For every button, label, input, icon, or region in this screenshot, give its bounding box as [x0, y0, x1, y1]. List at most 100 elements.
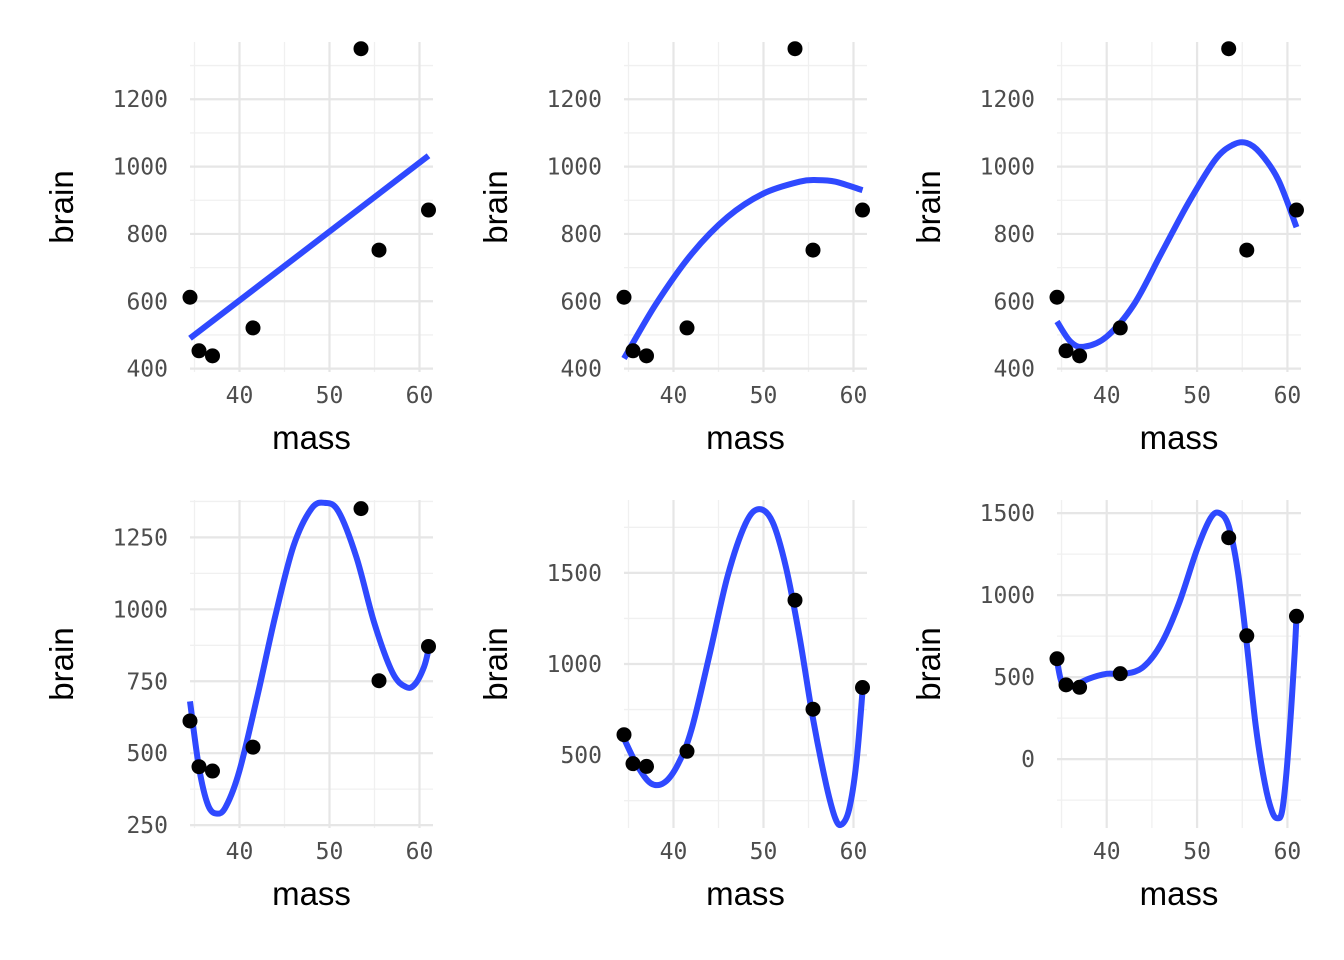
fit-line [621, 177, 864, 361]
data-point [855, 680, 870, 696]
x-tick-label: 50 [316, 383, 344, 409]
data-point [1112, 320, 1128, 336]
y-tick-label: 400 [993, 357, 1035, 383]
y-tick-label: 250 [126, 813, 168, 839]
data-point [1072, 679, 1088, 695]
data-point [805, 701, 821, 717]
x-tick-label: 60 [1274, 839, 1302, 865]
x-axis-title: mass [272, 875, 351, 912]
data-point [1288, 608, 1304, 624]
data-point [191, 759, 207, 775]
y-tick-label: 1000 [980, 583, 1035, 609]
y-tick-label: 1000 [980, 155, 1035, 181]
y-tick-label: 1000 [113, 597, 168, 623]
y-tick-label: 500 [126, 741, 168, 767]
data-point [1049, 651, 1065, 667]
y-tick-label: 1200 [980, 87, 1035, 113]
panel-2: 40 50 60 400 600 800 1000 1200 mass brain [477, 41, 870, 456]
x-tick-label: 40 [226, 839, 254, 865]
y-tick-label: 1000 [547, 652, 602, 678]
y-tick-label: 750 [126, 669, 168, 695]
data-point [625, 756, 641, 772]
data-point [421, 202, 436, 218]
gridlines [624, 42, 867, 372]
data-point [1239, 628, 1255, 644]
x-tick-label: 60 [840, 383, 868, 409]
gridlines [624, 500, 867, 828]
data-point [616, 727, 632, 743]
gridlines [1057, 42, 1301, 372]
y-axis-title: brain [43, 170, 80, 243]
y-axis-title: brain [477, 170, 514, 243]
data-point [353, 41, 369, 57]
data-point [855, 202, 870, 218]
y-tick-label: 800 [126, 222, 168, 248]
y-tick-label: 1500 [980, 501, 1035, 527]
data-point [1049, 289, 1065, 305]
x-axis-title: mass [706, 419, 785, 456]
x-tick-label: 60 [840, 839, 868, 865]
y-tick-label: 800 [993, 222, 1035, 248]
data-point [182, 289, 198, 305]
gridlines [190, 500, 433, 828]
x-tick-label: 50 [750, 383, 778, 409]
y-axis-title: brain [43, 627, 80, 700]
x-tick-label: 50 [1183, 383, 1211, 409]
y-tick-label: 1250 [113, 525, 168, 551]
y-tick-label: 1200 [547, 87, 602, 113]
x-tick-label: 50 [750, 839, 778, 865]
data-point [1058, 677, 1074, 693]
data-point [679, 743, 695, 759]
x-tick-label: 40 [660, 839, 688, 865]
y-tick-label: 500 [560, 743, 602, 769]
data-point [1221, 41, 1237, 57]
x-tick-label: 50 [316, 839, 344, 865]
y-tick-label: 400 [126, 357, 168, 383]
y-tick-label: 500 [993, 665, 1035, 691]
data-point [371, 242, 387, 258]
data-point [1221, 530, 1237, 546]
y-tick-label: 800 [560, 222, 602, 248]
data-point [182, 713, 198, 729]
data-point [787, 592, 803, 608]
data-point [371, 673, 387, 689]
data-point [1112, 666, 1128, 682]
y-tick-label: 1000 [113, 155, 168, 181]
data-point [625, 343, 641, 359]
data-point [205, 348, 220, 364]
data-point [787, 41, 803, 57]
y-tick-label: 400 [560, 357, 602, 383]
data-point [616, 289, 632, 305]
fit-line [621, 506, 866, 829]
data-point [245, 739, 261, 755]
data-point [353, 501, 369, 517]
fit-line [187, 499, 432, 817]
data-point [639, 758, 654, 774]
y-tick-label: 600 [993, 289, 1035, 315]
x-axis-title: mass [1140, 875, 1219, 912]
data-point [245, 320, 261, 336]
x-axis-title: mass [1140, 419, 1219, 456]
x-tick-label: 60 [406, 383, 434, 409]
data-point [1239, 242, 1255, 258]
x-tick-label: 40 [1093, 383, 1121, 409]
data-point [805, 242, 821, 258]
y-tick-label: 600 [126, 289, 168, 315]
x-tick-label: 40 [226, 383, 254, 409]
data-point [639, 348, 654, 364]
x-tick-label: 60 [1274, 383, 1302, 409]
y-tick-label: 600 [560, 289, 602, 315]
y-tick-label: 0 [1021, 747, 1035, 773]
x-axis-title: mass [706, 875, 785, 912]
data-point [421, 638, 436, 654]
x-tick-label: 50 [1183, 839, 1211, 865]
data-point [1058, 343, 1074, 359]
data-point [205, 763, 220, 779]
panel-5: 40 50 60 500 1000 1500 mass brain [477, 500, 870, 912]
panel-3: 40 50 60 400 600 800 1000 1200 mass brain [910, 41, 1304, 456]
data-point [191, 343, 207, 359]
data-point [1072, 348, 1088, 364]
x-tick-label: 40 [1093, 839, 1121, 865]
gridlines [190, 42, 433, 372]
